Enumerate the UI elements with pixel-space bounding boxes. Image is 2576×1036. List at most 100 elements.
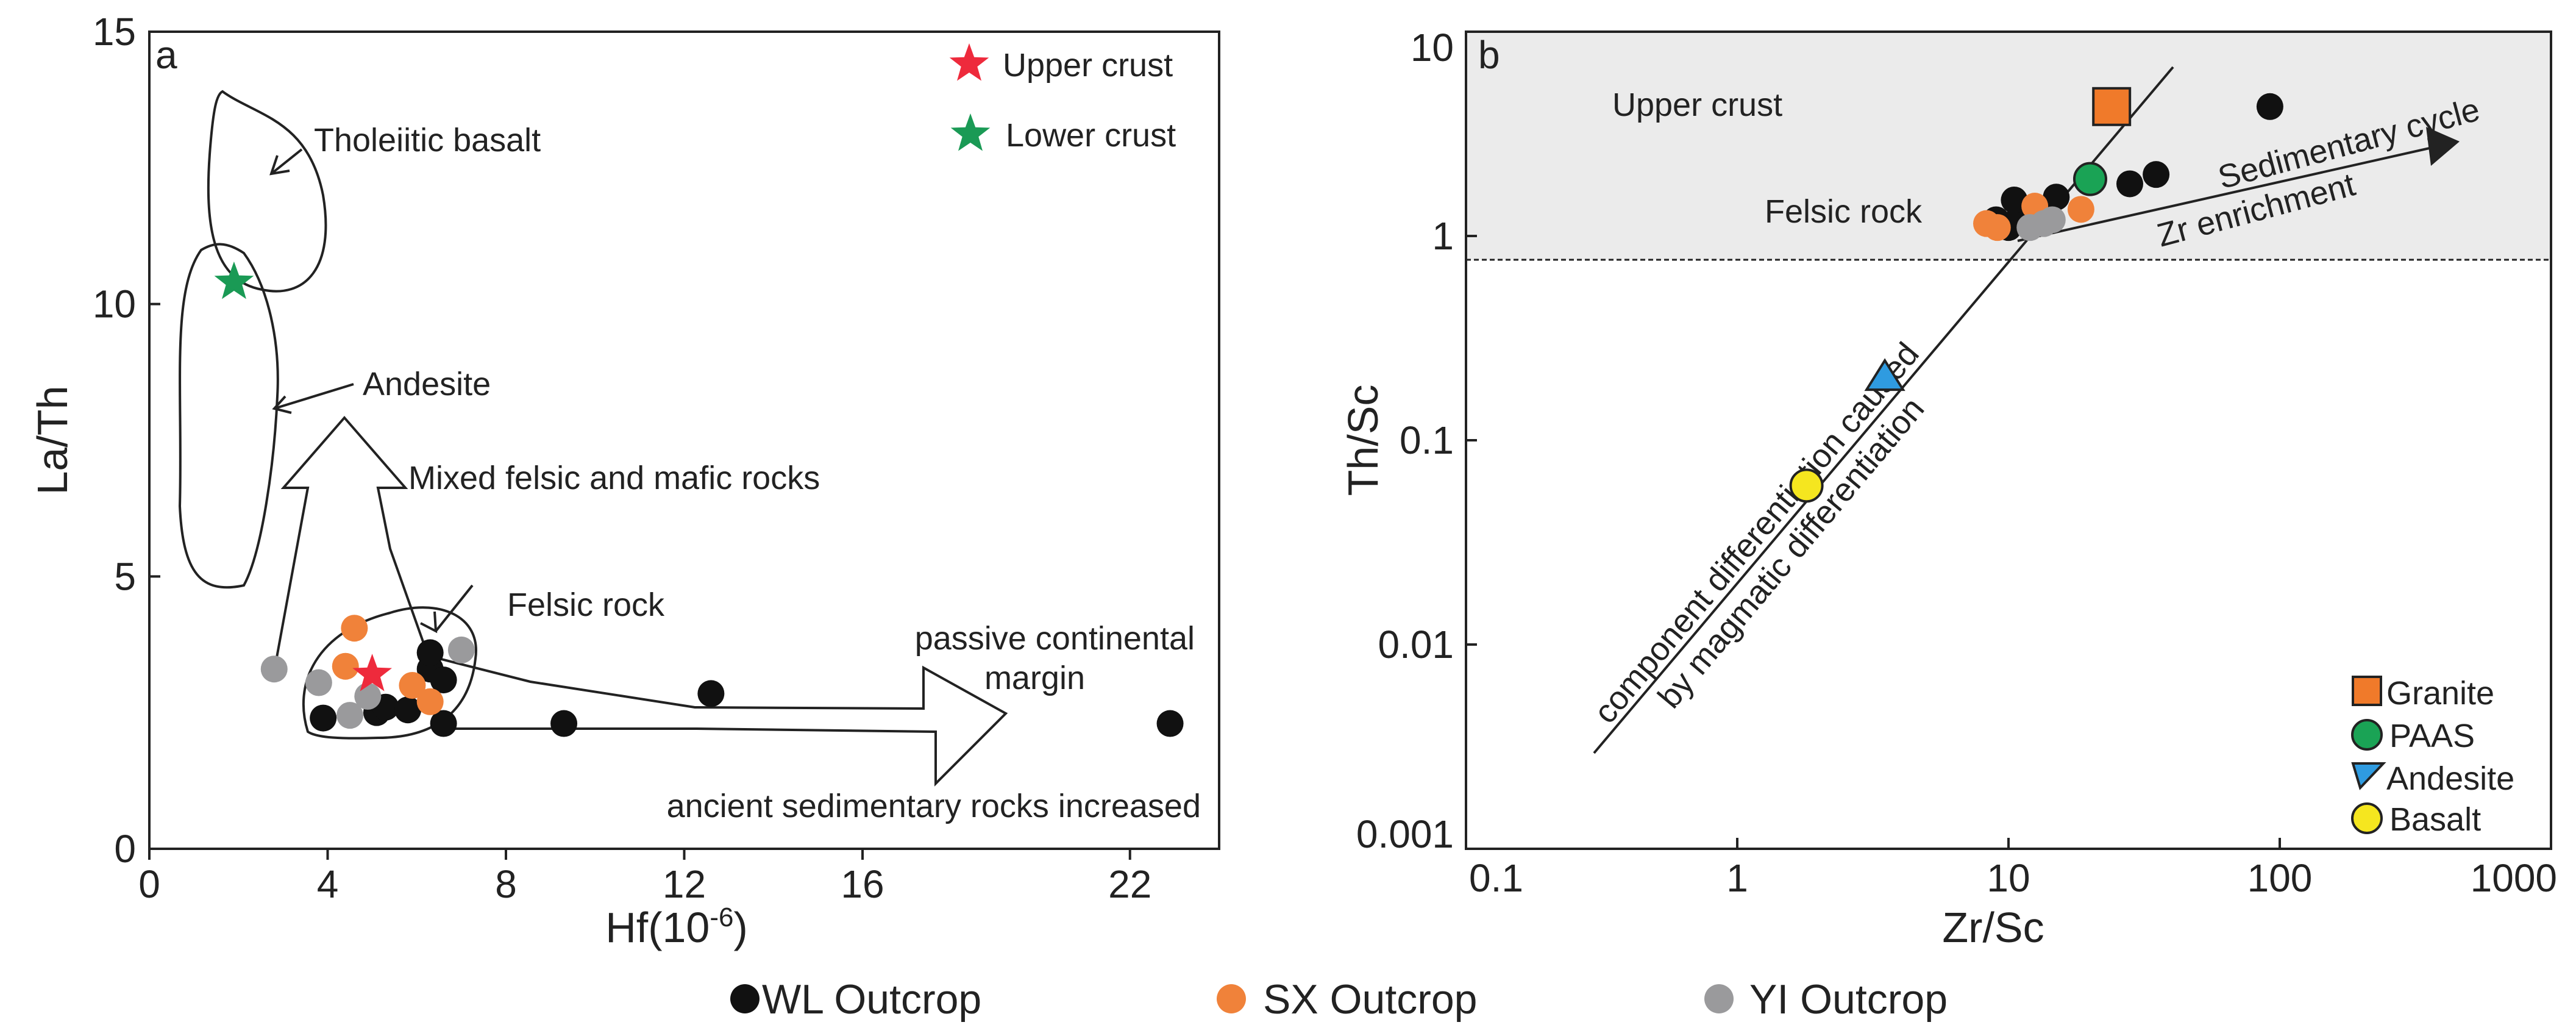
upper-crust-legend-label: Upper crust	[1003, 47, 1173, 84]
panel-a-point-sx	[332, 652, 359, 680]
panel-b-ref-granite	[2092, 87, 2132, 126]
panel-b-x-tick-label: 0.1	[1469, 856, 1523, 900]
paas-legend-label: PAAS	[2389, 718, 2475, 754]
felsic-rock-field	[302, 606, 477, 740]
panel-a-star-lower-crust	[214, 261, 254, 299]
panel-b-x-axis: 0.1 1 10 100 1000	[1465, 838, 2557, 900]
mixed-label: Mixed felsic and mafic rocks	[408, 460, 820, 496]
evolution-arrow	[273, 415, 1008, 787]
wl-outcrop-legend-marker	[730, 984, 760, 1013]
panel-a-point-wl	[430, 710, 457, 737]
panel-a-frame	[148, 30, 1220, 850]
panel-b-point-yi	[2038, 206, 2066, 234]
panel-a-letter: a	[155, 33, 177, 77]
tholeiitic-basalt-field	[207, 90, 327, 293]
panel-b-point-wl	[2256, 93, 2283, 120]
panel-b-y-axis: 0.001 0.01 0.1 1 10	[1356, 26, 1477, 856]
panel-b-x-tick-label: 100	[2247, 856, 2313, 900]
felsic-pointer	[435, 584, 474, 632]
panel-a-y-tick-label: 15	[93, 10, 136, 54]
panel-a-pointer-heads	[269, 155, 438, 634]
panel-a-field-outlines	[178, 90, 1008, 787]
panel-a-y-label: La/Th	[29, 386, 76, 495]
panel-b-y-tick-label: 0.001	[1356, 812, 1454, 856]
panel-b-y-tick-label: 10	[1411, 26, 1454, 70]
ancient-label: ancient sedimentary rocks increased	[667, 788, 1201, 824]
tholeiitic-pointer	[270, 148, 303, 175]
panel-b-reference-points	[1789, 87, 2132, 503]
andesite-pointer	[274, 383, 354, 410]
panel-a-point-wl	[310, 704, 337, 732]
sx-outcrop-legend-label: SX Outcrop	[1263, 976, 1478, 1023]
panel-b-x-tick-label: 1000	[2471, 856, 2557, 900]
yi-outcrop-legend-label: YI Outcrop	[1749, 976, 1948, 1023]
panel-a-star-upper-crust	[352, 654, 392, 691]
panel-a-point-yi	[354, 682, 382, 710]
andesite-legend-label: Andesite	[2386, 760, 2514, 797]
panel-a-x-tick-label: 22	[1108, 862, 1151, 906]
sx-outcrop-legend-marker	[1217, 984, 1246, 1013]
panel-a-reference-points	[214, 261, 392, 691]
panel-b-ref-paas	[2073, 162, 2107, 196]
panel-b-point-sx	[2067, 196, 2094, 223]
panel-b-y-tick-label: 1	[1432, 214, 1454, 258]
upper-crust-legend-star	[949, 43, 989, 81]
panel-a-legend: Upper crust Lower crust	[949, 43, 1176, 154]
panel-a-point-yi	[336, 702, 364, 729]
panel-a-point-wl	[697, 680, 725, 707]
panel-b-x-tick-label: 10	[1987, 856, 2030, 900]
panel-a-y-tick-label: 10	[93, 282, 136, 326]
wl-outcrop-legend-label: WL Outcrop	[762, 976, 981, 1023]
andesite-label: Andesite	[363, 366, 491, 402]
passive-label-2: margin	[984, 660, 1085, 696]
panel-b-ref-basalt	[1789, 468, 1824, 503]
differentiation-label-1: component differentiation caused	[1587, 335, 1926, 730]
panel-a: a 0 4 8 12 16 22 0 5 10 15 Hf(10-6) La/Th Tholei…	[29, 10, 1220, 951]
panel-a-x-axis: 0 4 8 12 16 22	[138, 849, 1151, 906]
paas-legend-marker	[2351, 719, 2383, 751]
panel-b-point-wl	[2043, 184, 2070, 211]
panel-b-letter: b	[1478, 33, 1500, 77]
panel-b-y-label: Th/Sc	[1339, 385, 1387, 496]
panel-a-x-tick-label: 4	[317, 862, 339, 906]
panel-a-point-yi	[260, 656, 288, 683]
panel-b-point-wl	[2143, 161, 2170, 188]
panel-b-legend: Granite PAAS Andesite Basalt	[2351, 675, 2514, 838]
panel-a-point-yi	[305, 669, 332, 696]
panel-b-points	[1973, 93, 2283, 241]
andesite-field	[178, 243, 279, 589]
lower-crust-legend-label: Lower crust	[1006, 117, 1176, 154]
panel-b-x-label: Zr/Sc	[1942, 904, 2044, 951]
felsic-rock-label: Felsic rock	[1765, 193, 1923, 230]
felsic-label: Felsic rock	[507, 587, 665, 623]
panel-b-point-wl	[2116, 170, 2143, 198]
sedimentary-cycle-arrowhead	[2426, 127, 2460, 166]
andesite-legend-marker	[2351, 762, 2386, 790]
panel-a-point-wl	[394, 696, 422, 724]
panel-b: b 0.1 1 10 100 1000 0.001 0.01 0.1 1 10 Zr/Sc Th…	[1339, 26, 2557, 951]
panel-b-point-wl	[2001, 187, 2028, 214]
panel-a-x-tick-label: 12	[663, 862, 706, 906]
tholeiitic-label: Tholeiitic basalt	[314, 122, 541, 159]
panel-a-y-axis: 0 5 10 15	[93, 10, 160, 871]
panel-a-point-sx	[399, 672, 426, 699]
granite-legend-marker	[2352, 676, 2382, 706]
panel-a-point-wl	[550, 710, 578, 737]
panel-b-ref-andesite	[1864, 358, 1905, 391]
granite-legend-label: Granite	[2386, 675, 2494, 712]
panel-b-y-tick-label: 0.1	[1400, 418, 1454, 462]
differentiation-label-2: by magmatic differentiation	[1651, 391, 1931, 715]
panel-b-x-tick-label: 1	[1726, 856, 1748, 900]
panel-a-point-wl	[1156, 710, 1184, 737]
bottom-legend: WL Outcrop SX Outcrop YI Outcrop	[730, 976, 1948, 1023]
passive-label-1: passive continental	[915, 620, 1195, 657]
panel-a-y-tick-label: 5	[114, 554, 136, 598]
panel-a-points	[260, 615, 1184, 737]
panel-a-x-label: Hf(10-6)	[605, 902, 748, 951]
lower-crust-legend-star	[950, 113, 991, 151]
panel-a-point-sx	[341, 615, 368, 642]
basalt-legend-marker	[2351, 802, 2383, 834]
panel-b-y-tick-label: 0.01	[1378, 623, 1454, 666]
panel-a-x-tick-label: 0	[138, 862, 160, 906]
